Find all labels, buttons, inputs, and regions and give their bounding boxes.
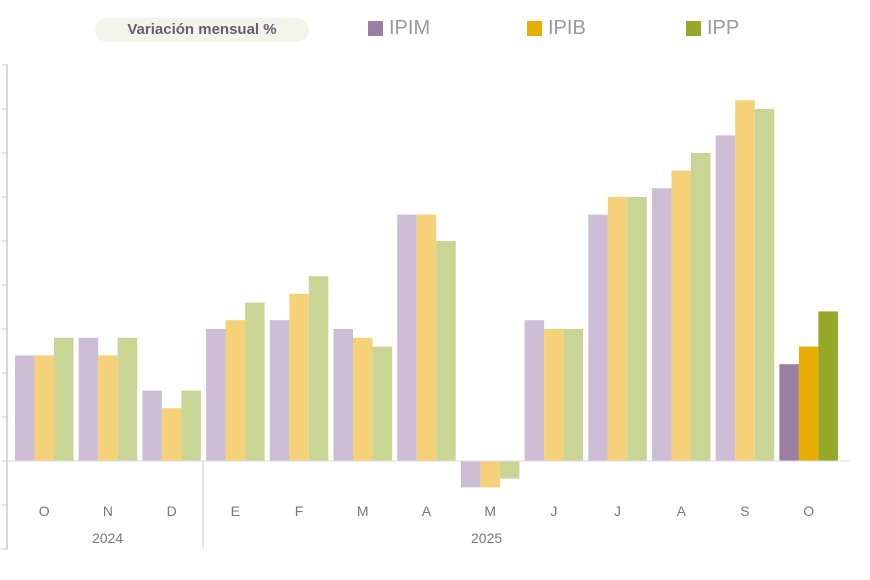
bar-ipp-8 (563, 329, 584, 461)
bar-ipim-12 (779, 364, 799, 461)
bar-ipp-4 (308, 276, 329, 461)
bar-ipib-1 (98, 355, 118, 461)
bar-ipim-1 (78, 337, 99, 461)
bar-ipp-3 (245, 302, 265, 461)
x-tick-label: S (740, 503, 749, 519)
bar-ipim-9 (588, 214, 608, 461)
x-tick-label: O (803, 503, 814, 519)
legend-item-ipib: IPIB (527, 17, 586, 40)
bar-ipib-0 (34, 355, 54, 461)
x-tick-label: J (614, 503, 621, 519)
chart-header: Variación mensual % IPIM IPIB IPP (0, 0, 870, 60)
legend-swatch (368, 21, 383, 36)
bar-ipib-6 (416, 214, 437, 461)
year-label: 2025 (471, 530, 502, 546)
legend-swatch (527, 21, 542, 36)
x-tick-label: O (39, 503, 50, 519)
bar-ipp-1 (117, 337, 138, 461)
x-tick-label: F (295, 503, 304, 519)
year-label: 2024 (92, 530, 123, 546)
legend-swatch (686, 21, 701, 36)
bar-ipib-10 (671, 170, 691, 461)
bar-ipim-7 (460, 461, 481, 488)
bar-ipib-8 (544, 329, 564, 461)
legend-item-ipim: IPIM (368, 17, 430, 40)
bar-ipib-7 (480, 461, 500, 488)
bar-ipib-9 (607, 197, 628, 461)
bar-ipib-12 (798, 346, 819, 461)
x-tick-label: E (231, 503, 240, 519)
x-tick-label: M (357, 503, 369, 519)
bar-ipp-10 (691, 153, 711, 461)
bar-ipib-2 (161, 408, 182, 461)
x-tick-label: M (484, 503, 496, 519)
bar-ipib-4 (289, 293, 309, 461)
bar-ipim-10 (652, 188, 672, 461)
bar-ipib-5 (353, 337, 373, 461)
bar-ipp-2 (181, 390, 201, 461)
bar-ipp-7 (499, 461, 520, 479)
bar-ipim-0 (15, 355, 35, 461)
bar-ipim-3 (206, 329, 226, 461)
x-tick-label: D (167, 503, 177, 519)
bar-ipim-2 (142, 390, 162, 461)
bar-ipp-11 (754, 109, 775, 461)
bar-ipim-11 (715, 135, 736, 461)
chart-title: Variación mensual % (95, 18, 309, 42)
bar-ipp-0 (54, 337, 74, 461)
bar-ipim-6 (397, 214, 417, 461)
legend-label: IPP (707, 17, 740, 39)
bar-ipp-12 (818, 311, 838, 461)
x-tick-label: A (422, 503, 432, 519)
legend-item-ipp: IPP (686, 17, 739, 40)
bar-ipib-3 (225, 320, 246, 461)
bar-ipim-5 (333, 329, 353, 461)
legend-label: IPIB (548, 17, 586, 39)
x-tick-label: J (550, 503, 557, 519)
bar-ipp-9 (627, 197, 647, 461)
bar-ipim-8 (524, 320, 545, 461)
bar-ipp-5 (372, 346, 392, 461)
legend-label: IPIM (389, 17, 431, 39)
x-tick-label: N (103, 503, 113, 519)
bar-ipim-4 (269, 320, 290, 461)
bar-ipib-11 (735, 100, 755, 461)
bar-ipp-6 (436, 241, 456, 461)
x-tick-label: A (677, 503, 687, 519)
